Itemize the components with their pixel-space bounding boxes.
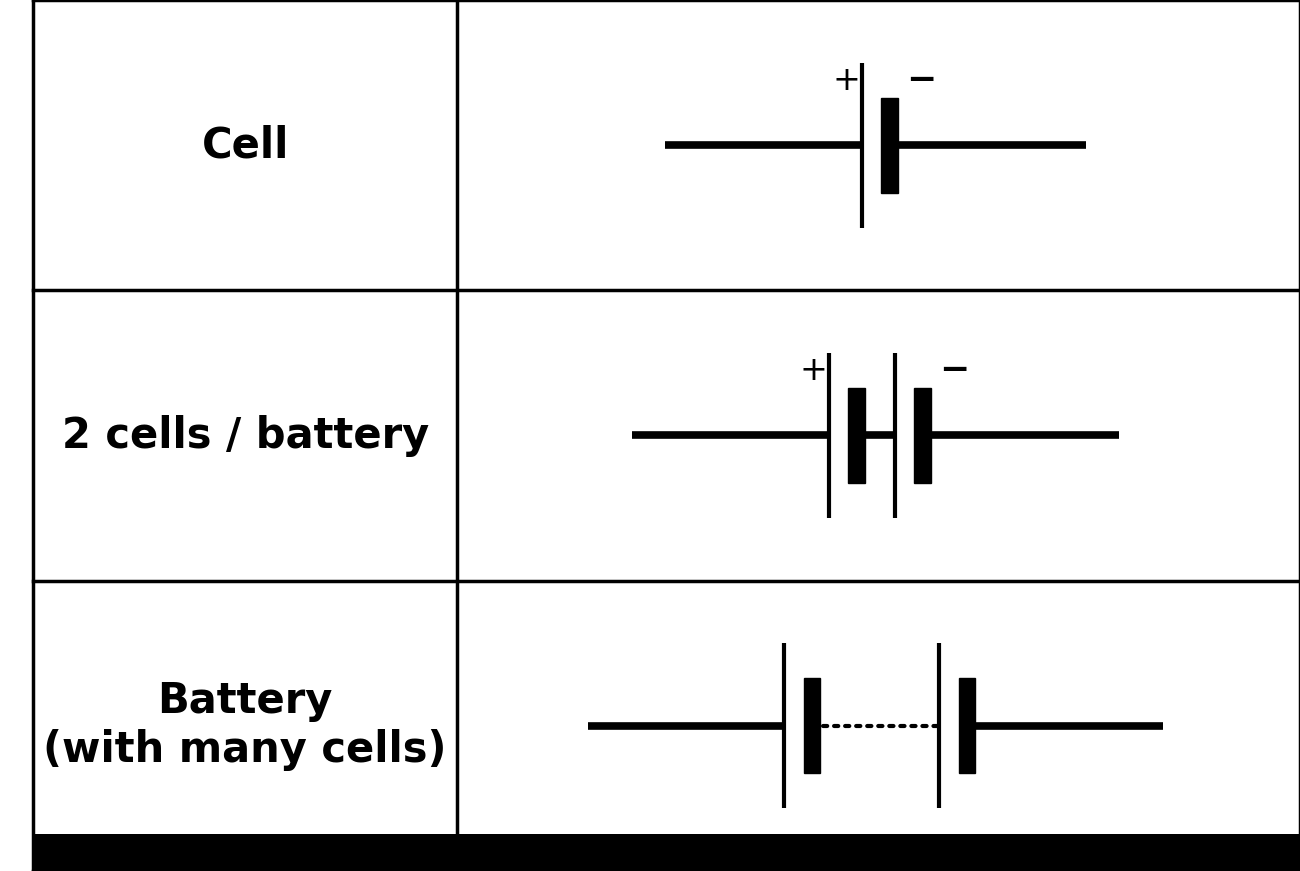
Text: 2 cells / battery: 2 cells / battery xyxy=(61,415,429,456)
Bar xyxy=(849,388,864,483)
Text: Battery
(with many cells): Battery (with many cells) xyxy=(43,680,447,771)
Text: +: + xyxy=(832,64,861,97)
Bar xyxy=(881,98,898,193)
Bar xyxy=(958,678,975,773)
Text: +: + xyxy=(800,354,827,387)
Bar xyxy=(32,834,1300,871)
Text: −: − xyxy=(939,353,970,388)
Bar xyxy=(914,388,931,483)
Text: −: − xyxy=(906,63,936,98)
Bar xyxy=(803,678,820,773)
Text: Cell: Cell xyxy=(202,125,289,166)
